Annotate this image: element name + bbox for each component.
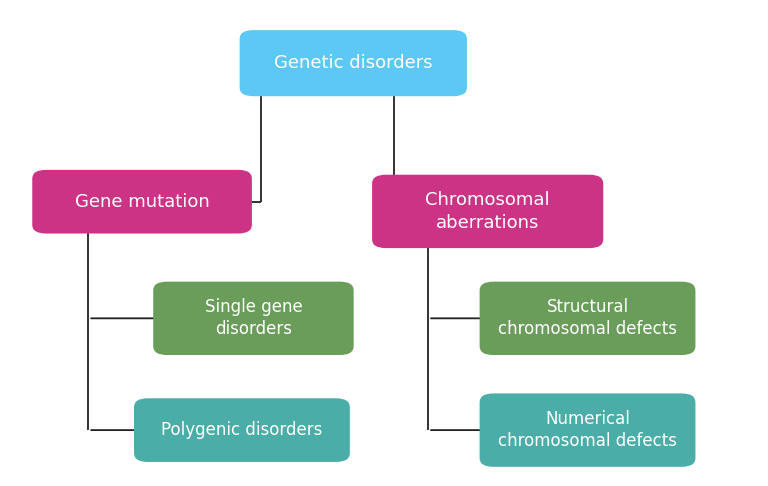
Text: Structural
chromosomal defects: Structural chromosomal defects xyxy=(498,298,677,338)
Text: Numerical
chromosomal defects: Numerical chromosomal defects xyxy=(498,410,677,450)
FancyBboxPatch shape xyxy=(479,394,696,467)
Text: Chromosomal
aberrations: Chromosomal aberrations xyxy=(425,191,550,231)
Text: Genetic disorders: Genetic disorders xyxy=(274,54,432,72)
FancyBboxPatch shape xyxy=(32,170,252,234)
FancyBboxPatch shape xyxy=(479,282,696,355)
FancyBboxPatch shape xyxy=(240,30,467,96)
FancyBboxPatch shape xyxy=(154,282,353,355)
Text: Gene mutation: Gene mutation xyxy=(74,192,210,211)
FancyBboxPatch shape xyxy=(372,175,603,248)
FancyBboxPatch shape xyxy=(134,399,350,462)
Text: Single gene
disorders: Single gene disorders xyxy=(204,298,303,338)
Text: Polygenic disorders: Polygenic disorders xyxy=(161,421,323,439)
